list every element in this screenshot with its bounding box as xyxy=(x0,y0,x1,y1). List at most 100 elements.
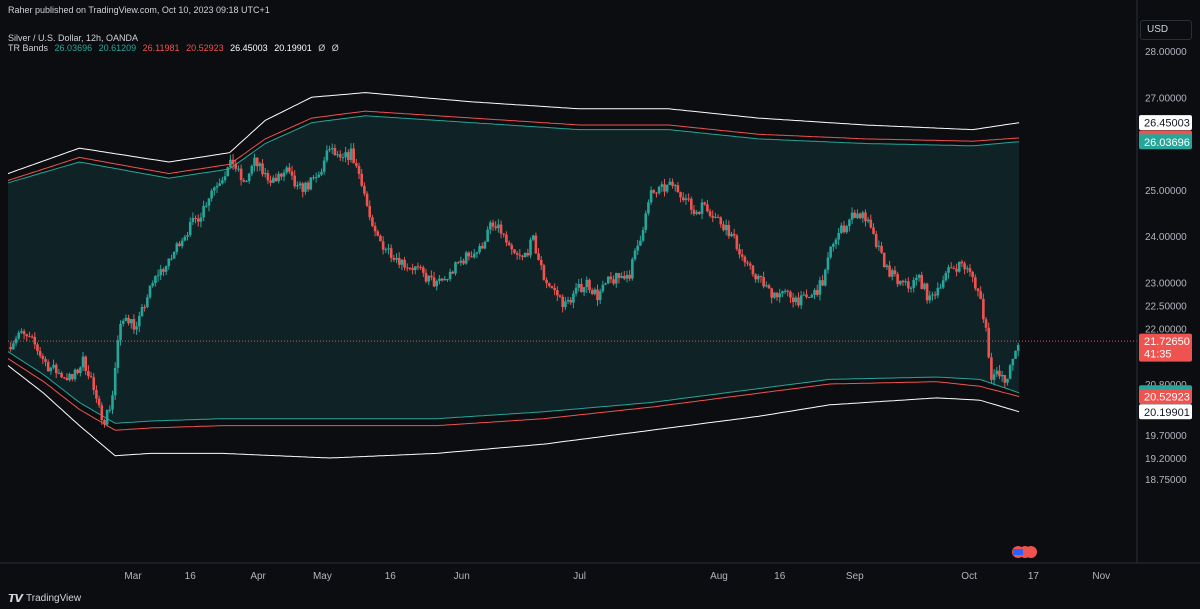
candle-body xyxy=(957,261,961,272)
candle-body xyxy=(888,265,891,277)
candle-body xyxy=(850,212,854,220)
candle-body xyxy=(810,295,814,298)
flag-icon[interactable] xyxy=(1012,546,1037,558)
candle-body xyxy=(700,202,704,214)
candle-body xyxy=(387,248,390,250)
time-tick-label: Apr xyxy=(250,571,266,582)
candle-body xyxy=(853,212,857,219)
candle-body xyxy=(397,257,401,265)
candle-body xyxy=(213,187,216,191)
candle-body xyxy=(783,290,787,292)
candle-body xyxy=(976,288,980,292)
candle-body xyxy=(1014,350,1017,359)
time-axis[interactable]: Mar 16 Apr May 16 Jun Jul Aug 16 Sep Oct 17 Nov xyxy=(124,571,1110,582)
candle-body xyxy=(676,185,680,193)
candle-body xyxy=(917,274,921,278)
candle-body xyxy=(317,174,321,178)
candle-body xyxy=(172,251,176,259)
candle-body xyxy=(574,287,578,294)
countdown-label: 41:35 xyxy=(1144,349,1172,361)
candle-body xyxy=(952,268,956,270)
currency-selector[interactable]: USD xyxy=(1140,20,1192,40)
candle-body xyxy=(127,317,130,324)
candle-body xyxy=(121,320,125,324)
price-tick-label: 27.00000 xyxy=(1145,93,1187,104)
candle-body xyxy=(834,239,838,245)
candle-body xyxy=(826,257,830,270)
candle-body xyxy=(698,212,701,214)
candle-body xyxy=(689,198,693,210)
tr-bands xyxy=(7,92,1020,459)
candle-body xyxy=(765,285,768,287)
band-line-red-lower xyxy=(7,358,1020,431)
candle-body xyxy=(545,279,548,284)
candle-body xyxy=(748,263,752,266)
indicator-value: 20.52923 xyxy=(186,43,224,53)
candle-body xyxy=(781,291,784,294)
candle-body xyxy=(237,168,240,170)
candle-body xyxy=(968,268,972,272)
candle-body xyxy=(874,233,878,247)
candle-body xyxy=(963,263,966,270)
indicator-value: 26.03696 xyxy=(54,43,93,53)
candle-body xyxy=(499,224,503,234)
candle-body xyxy=(304,182,307,192)
candle-body xyxy=(949,267,953,269)
candle-body xyxy=(395,257,398,260)
candle-body xyxy=(12,343,15,350)
candle-body xyxy=(352,148,355,164)
candle-body xyxy=(108,409,112,411)
candle-body xyxy=(223,176,227,181)
candle-body xyxy=(196,218,200,222)
candle-body xyxy=(791,297,795,303)
candle-body xyxy=(44,359,47,362)
price-axis[interactable]: 28.00000 27.00000 25.00000 24.00000 23.00000… xyxy=(1145,47,1187,486)
candle-body xyxy=(880,245,883,253)
candle-body xyxy=(424,272,428,282)
candle-body xyxy=(456,262,460,264)
candle-body xyxy=(494,226,497,229)
candle-body xyxy=(1008,365,1012,379)
candle-body xyxy=(263,173,267,175)
candle-body xyxy=(290,171,294,176)
candle-body xyxy=(188,221,192,236)
candle-body xyxy=(54,364,58,374)
candle-body xyxy=(73,369,77,380)
candle-body xyxy=(636,245,640,251)
candle-body xyxy=(325,150,329,161)
candle-body xyxy=(320,171,323,175)
candle-body xyxy=(692,209,696,214)
candle-body xyxy=(995,370,999,375)
candle-body xyxy=(735,235,739,250)
candle-body xyxy=(215,185,219,188)
candle-body xyxy=(381,241,385,250)
candle-body xyxy=(722,224,725,231)
candle-body xyxy=(204,205,208,207)
candle-body xyxy=(909,287,913,289)
candle-body xyxy=(472,253,476,258)
candle-body xyxy=(194,217,197,219)
candle-body xyxy=(491,222,495,227)
candle-body xyxy=(183,236,187,241)
candle-body xyxy=(253,157,256,166)
candle-body xyxy=(882,252,886,268)
candle-body xyxy=(392,257,396,260)
candle-body xyxy=(598,291,602,301)
candle-body xyxy=(593,289,597,294)
candle-body xyxy=(660,184,664,187)
price-badge-label: 20.52923 xyxy=(1144,392,1190,404)
candle-body xyxy=(435,280,439,287)
candle-body xyxy=(49,367,53,372)
candle-body xyxy=(673,185,677,187)
candle-body xyxy=(644,213,648,230)
candle-body xyxy=(751,265,755,275)
price-tick-label: 24.00000 xyxy=(1145,232,1187,243)
indicator-line: TR Bands 26.03696 20.61209 26.11981 20.5… xyxy=(8,43,343,53)
candle-body xyxy=(296,185,299,187)
candle-body xyxy=(405,267,409,269)
candle-body xyxy=(239,168,243,181)
candle-body xyxy=(706,204,709,212)
candle-body xyxy=(529,239,532,256)
candle-body xyxy=(746,262,749,264)
